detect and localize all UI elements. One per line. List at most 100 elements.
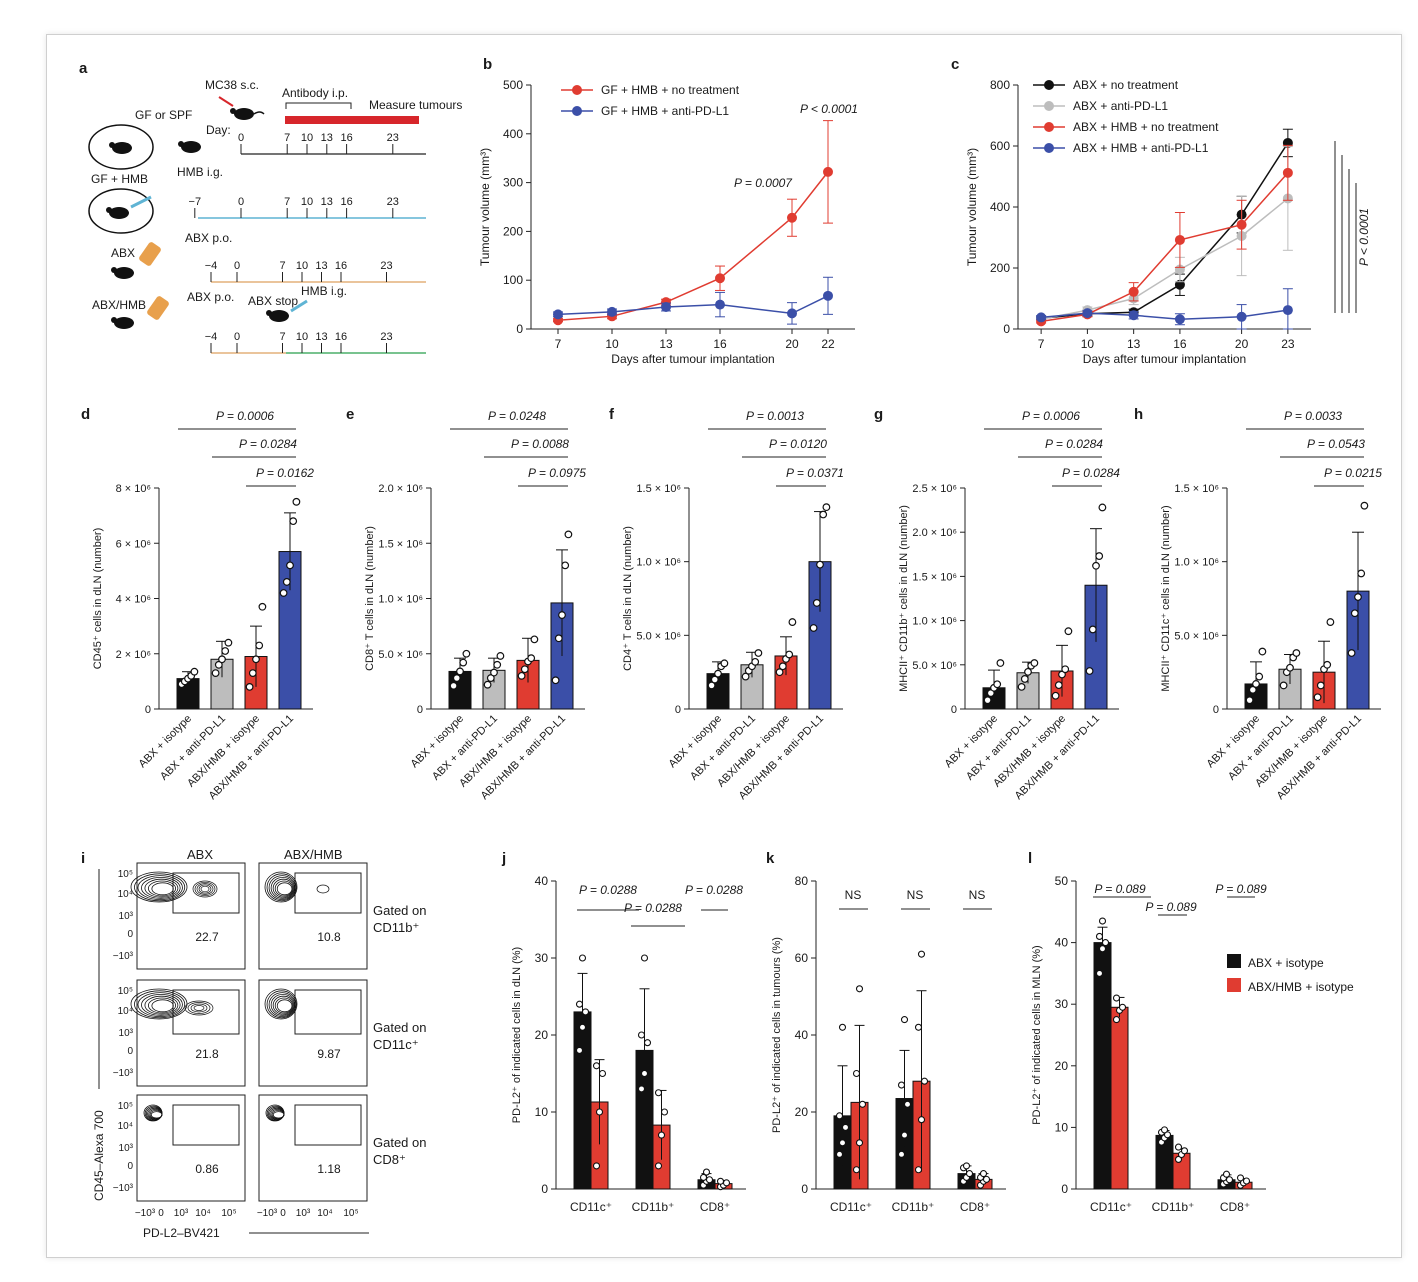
data-point [459,658,468,667]
data-point [965,1170,974,1178]
figure-canvas: a MC38 s.c. Antibody i.p. Measure tumour… [79,56,1382,1240]
data-point [245,683,254,691]
legend-label: ABX + isotype [1248,956,1324,970]
gate-description: CD8⁺ [373,1152,406,1167]
x-tick-label: 7 [555,337,562,351]
y-tick-label: 200 [990,261,1010,275]
contour-line [274,880,294,897]
data-point [993,680,1002,689]
data-point [715,273,725,284]
data-point [1036,312,1047,323]
y-axis-label: Tumour volume (mm³) [478,148,492,266]
series-0 [553,120,833,326]
timeline-tick-label: 0 [238,132,244,144]
data-point [903,1100,912,1108]
data-point [1017,683,1026,691]
legend-swatch-marker [572,85,582,95]
data-point [1323,660,1332,669]
contour-line [264,988,298,1020]
x-tick-label: CD8⁺ [960,1200,990,1214]
series-line [1041,142,1289,320]
data-point [982,1175,991,1183]
gate-description: CD11c⁺ [373,1037,419,1052]
data-point [962,1162,971,1170]
contour-line [144,878,179,898]
y-tick-label: 1.5 × 10⁶ [378,538,423,550]
panel-label-c: c [951,56,959,73]
legend-label: ABX + no treatment [1073,78,1179,92]
contour-line [264,871,298,903]
p-value-annotation: P = 0.0007 [734,176,793,190]
x-tick-label: CD11b⁺ [892,1200,935,1214]
timeline-tick-label: 10 [296,331,308,343]
flow-y-label: CD45–Alexa 700 [92,1110,106,1201]
data-point [705,1176,714,1184]
data-point [211,669,220,677]
data-point [607,306,617,317]
data-point [558,611,566,619]
data-point [1020,675,1029,683]
y-tick-label: 1.5 × 10⁶ [1174,483,1219,495]
data-point [788,618,797,626]
data-point [1085,667,1094,675]
flow-y-tick: 0 [127,929,133,940]
y-axis-label: CD45⁺ cells in dLN (number) [92,528,104,670]
data-point [520,665,529,674]
flow-plot: 1.18 [258,1094,368,1202]
legend-label: GF + HMB + anti-PD-L1 [601,104,729,118]
data-point [1357,569,1366,578]
p-value: P = 0.0088 [511,437,569,451]
y-tick-label: 500 [503,78,523,92]
data-point [1095,932,1104,940]
y-tick-label: 100 [503,273,523,287]
y-tick-label: 20 [1055,1059,1069,1073]
data-point [1245,696,1254,705]
data-point [1292,649,1301,657]
contour-line [198,884,212,894]
y-tick-label: 2.5 × 10⁶ [912,483,957,495]
data-point [816,560,824,569]
flow-x-tick: 10⁵ [343,1208,358,1219]
timeline-tick-label: 7 [279,260,285,272]
series-line [1040,197,1289,320]
gate-percentage: 22.7 [195,930,219,944]
y-tick-label: 0 [1213,704,1219,716]
data-point [1236,1174,1245,1182]
series-2 [1036,144,1293,327]
x-tick-label: 20 [785,337,799,351]
flow-plot-frame [258,1094,368,1202]
x-tick-label: CD8⁺ [1220,1200,1250,1214]
p-value: P = 0.0033 [1284,409,1342,423]
x-tick-label: 16 [1173,337,1187,351]
y-tick-label: 1.0 × 10⁶ [1174,557,1219,569]
data-point [702,1168,711,1176]
data-point [1174,1143,1183,1151]
data-point [1092,561,1100,570]
x-tick-label: CD11c⁺ [570,1200,612,1214]
data-point [1064,627,1073,636]
data-point [838,1139,847,1147]
data-point [812,599,821,607]
data-point [595,1108,604,1116]
data-point [914,1166,923,1174]
chart-e: e 0 5.0 × 10⁶ 1.0 × 10⁶ 1.5 × 10⁶ 2.0 × 10⁶ CD… [346,406,586,802]
contour-line [196,883,214,895]
p-value: P = 0.0288 [624,901,682,915]
data-point [517,671,526,680]
y-tick-label: 400 [503,127,523,141]
data-point [554,634,563,643]
contour-line [151,882,174,896]
x-tick-label: CD11c⁺ [830,1200,872,1214]
data-point [823,166,833,177]
data-point [592,1062,601,1070]
y-tick-label: 50 [1055,874,1069,888]
p-value: P = 0.0215 [1324,466,1382,480]
y-tick-label: 1.5 × 10⁶ [912,571,957,583]
flow-y-tick: 10⁴ [118,889,133,900]
y-tick-label: 0 [417,704,423,716]
isolator-icon [88,188,154,234]
bottle-icon [139,242,161,266]
data-point [835,1150,844,1158]
panel-label-e: e [346,406,354,423]
p-value: P = 0.089 [1145,900,1197,914]
